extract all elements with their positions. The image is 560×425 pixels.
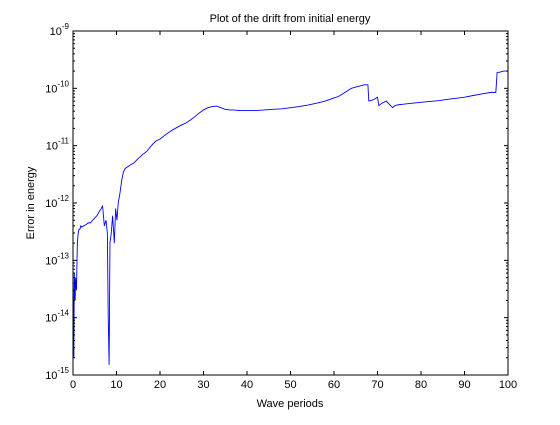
x-tick-label: 90 — [458, 379, 470, 391]
x-tick-label: 50 — [284, 379, 296, 391]
y-tick-label: 10-9 — [50, 22, 70, 38]
series-line-0 — [72, 70, 508, 365]
y-tick-label: 10-14 — [45, 309, 69, 325]
x-tick-label: 20 — [154, 379, 166, 391]
x-tick-label: 10 — [110, 379, 122, 391]
y-tick-label: 10-11 — [46, 137, 70, 153]
y-axis-ticks: 10-15 10-14 10-13 10-12 10-11 10-10 10-9 — [45, 22, 508, 382]
x-tick-label: 60 — [328, 379, 340, 391]
x-tick-label: 0 — [70, 379, 76, 391]
y-tick-label: 10-12 — [45, 194, 69, 210]
x-tick-label: 80 — [415, 379, 427, 391]
x-tick-label: 100 — [499, 379, 517, 391]
y-tick-label: 10-13 — [45, 251, 69, 267]
data-layer — [72, 70, 508, 365]
x-tick-label: 70 — [371, 379, 383, 391]
plot-area — [73, 31, 508, 375]
x-axis-ticks: 0 10 20 30 40 50 60 70 80 90 100 — [70, 31, 517, 391]
x-tick-label: 30 — [197, 379, 209, 391]
chart-title: Plot of the drift from initial energy — [210, 13, 371, 25]
x-tick-label: 40 — [241, 379, 253, 391]
y-axis-label: Error in energy — [25, 166, 37, 239]
y-tick-label: 10-10 — [45, 79, 69, 95]
x-axis-label: Wave periods — [257, 398, 324, 410]
y-tick-label: 10-15 — [45, 366, 69, 382]
